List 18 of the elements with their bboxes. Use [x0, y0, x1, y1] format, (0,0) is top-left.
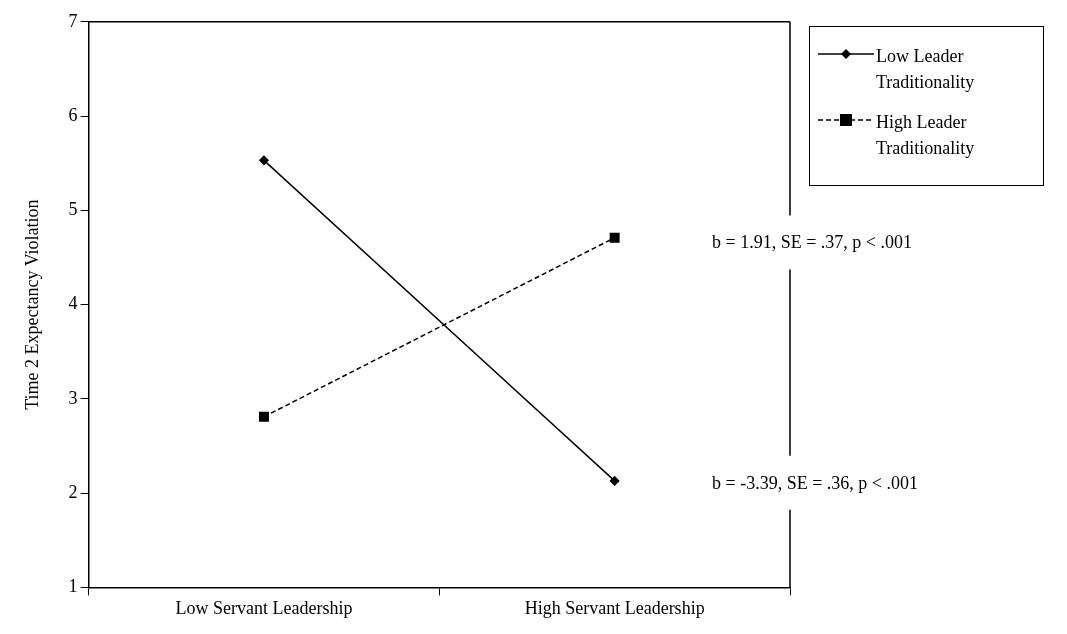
y-tick-label: 6 — [68, 104, 78, 125]
legend-label: Low Leader Traditionality — [876, 45, 976, 94]
y-tick-label: 7 — [68, 10, 78, 31]
x-tick-label: High Servant Leadership — [524, 597, 705, 618]
annotation: b = 1.91, SE = .37, p < .001 — [712, 231, 912, 255]
annotation: b = -3.39, SE = .36, p < .001 — [712, 471, 918, 495]
point — [259, 155, 269, 166]
y-tick-label: 2 — [68, 481, 78, 502]
point — [609, 232, 620, 243]
point — [609, 476, 620, 486]
y-tick-label: 3 — [68, 387, 78, 408]
point — [258, 411, 269, 422]
y-tick-label: 4 — [68, 293, 78, 314]
legend-label: High Leader Traditionality — [876, 111, 976, 160]
y-tick-label: 5 — [68, 199, 78, 220]
x-tick-label: Low Servant Leadership — [175, 597, 353, 618]
y-axis-title: Time 2 Expectancy Violation — [21, 199, 42, 410]
y-tick-label: 1 — [68, 576, 78, 597]
